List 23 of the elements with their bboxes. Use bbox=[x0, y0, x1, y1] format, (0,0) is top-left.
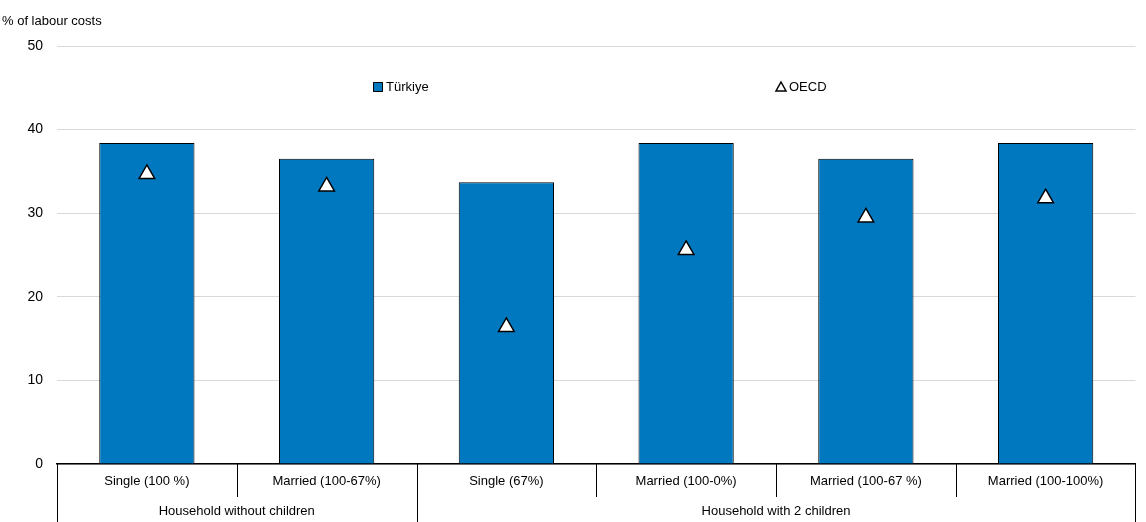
point bbox=[318, 176, 336, 192]
y-tick-label: 20 bbox=[27, 287, 44, 304]
text: Household with 2 children bbox=[701, 502, 851, 518]
x-tick-label: Single (100 %) bbox=[104, 473, 190, 489]
point bbox=[1037, 188, 1055, 204]
x-tick-label: Married (100-67 %) bbox=[809, 473, 922, 489]
x-tick-label: Married (100-0%) bbox=[635, 473, 737, 489]
point bbox=[497, 317, 515, 333]
y-tick-label: 40 bbox=[27, 120, 44, 137]
legend-label: OECD bbox=[789, 78, 827, 94]
y-tick-label: 0 bbox=[35, 454, 44, 471]
x-tick-label: Single (67%) bbox=[469, 473, 544, 489]
point bbox=[857, 207, 875, 223]
y-axis-title: % of labour costs bbox=[2, 12, 103, 28]
legend-label: Türkiye bbox=[386, 78, 429, 94]
x-tick-label: Married (100-100%) bbox=[987, 473, 1104, 489]
text: Household without children bbox=[158, 502, 315, 518]
y-tick-label: 10 bbox=[27, 371, 44, 388]
point bbox=[138, 164, 156, 180]
x-tick-label: Married (100-67%) bbox=[272, 473, 381, 489]
y-tick-label: 30 bbox=[27, 204, 44, 221]
y-tick-label: 50 bbox=[27, 36, 44, 53]
point bbox=[677, 240, 695, 256]
